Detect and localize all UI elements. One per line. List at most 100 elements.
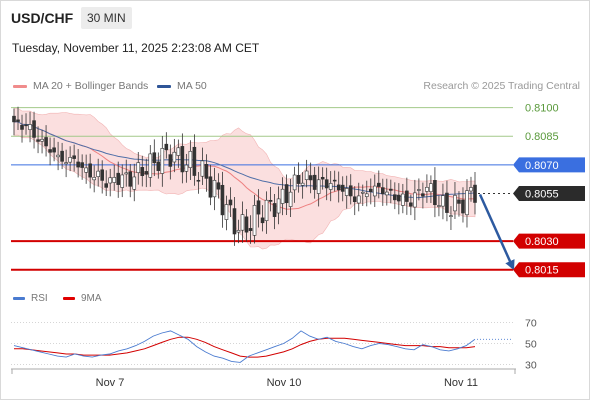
candle [32,111,36,149]
level-label-0.8015: 0.8015 [525,265,559,277]
candle [385,178,389,206]
candle [461,187,465,223]
candle [445,180,449,222]
candle-down [104,183,108,188]
candle-down [12,115,16,123]
candle-up [200,160,205,177]
candle [332,170,337,192]
candle-up [92,177,96,181]
candle [140,155,145,187]
candle [128,164,133,198]
candle [200,147,205,186]
credit-text: Research © 2025 Trading Central [423,80,580,92]
candle-up [316,179,321,194]
candle-down [232,208,237,235]
candle [216,173,221,199]
rsi-swatch [13,296,25,300]
candle [172,138,177,173]
x-tick-label: Nov 7 [96,377,125,389]
candle-down [156,161,161,171]
candle [300,172,305,199]
candle-down [72,155,76,159]
candle [236,219,241,244]
candle [457,191,461,217]
candle-up [356,195,361,204]
candle [417,178,421,201]
projection-arrow [478,193,515,271]
candle [284,174,289,215]
candle-down [248,228,253,231]
candle-down [216,182,221,190]
candle [184,153,189,183]
candle-up [449,215,453,217]
candle [288,178,293,218]
candle-down [116,172,121,185]
candle-up [288,191,293,207]
candle-down [168,154,173,167]
candle [441,183,445,220]
candle-up [429,183,433,193]
rsi-tick-label: 70 [525,318,537,330]
rsi-panel: 70 50 30 [11,318,537,372]
candle [64,149,68,178]
candle-down [60,150,64,162]
candle-up [184,164,189,172]
timestamp: Tuesday, November 11, 2025 2:23:08 AM CE… [12,41,260,55]
candle [68,146,72,172]
candle [469,176,473,202]
candle-down [320,176,325,180]
candle-up [224,204,229,220]
candle-down [393,194,397,201]
candle [132,163,137,202]
candle-down [461,199,465,214]
candle-down [44,137,48,147]
candle-down [332,179,337,182]
candle [389,179,393,204]
candle-up [136,162,141,173]
candle-up [385,191,389,196]
level-tag-0.8070 [513,157,585,173]
candle [204,154,209,192]
candle [248,215,253,244]
candle [240,201,245,243]
candle [336,171,341,203]
candle-up [240,214,245,231]
legend-item-rsi: RSI [13,293,48,304]
candle [280,177,285,216]
candle-down [144,171,149,175]
candle-up [401,193,405,206]
candle-down [36,139,40,142]
candle [156,152,161,179]
candle [292,166,297,203]
candle-up [360,191,365,194]
candle-up [120,174,125,188]
candle-down [24,124,28,127]
candle [176,139,181,168]
level-tag-bg [513,262,585,278]
candle [453,182,457,219]
candle [100,160,104,194]
candle-up [344,188,349,196]
candle [148,145,153,187]
x-tick-label: Nov 11 [444,377,478,389]
candle [84,154,88,184]
bollinger-fill [13,108,476,250]
candle-up [304,170,309,180]
candle-down [260,217,265,224]
candle [308,162,313,194]
candle [264,191,269,234]
candle [228,187,233,218]
candle-down [192,146,197,176]
candle-up [276,198,281,214]
candle-up [160,148,165,174]
x-axis: Nov 7 Nov 10 Nov 11 [11,368,516,389]
timeframe-button[interactable]: 30 MIN [81,7,132,29]
candle [196,172,201,194]
candle-down [76,161,80,168]
candle-down [88,163,92,178]
candle-down [80,162,84,168]
candle [208,164,213,206]
candle [372,174,377,207]
legend-label-ma20: MA 20 + Bollinger Bands [33,80,149,92]
level-label-0.8085: 0.8085 [525,131,559,143]
